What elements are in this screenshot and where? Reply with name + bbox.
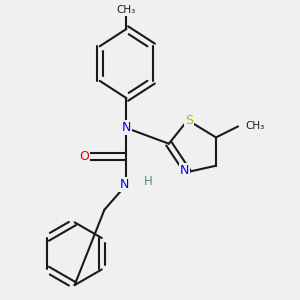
Text: O: O	[79, 150, 89, 163]
Text: S: S	[185, 114, 193, 127]
Text: N: N	[180, 164, 189, 177]
Text: CH₃: CH₃	[246, 122, 265, 131]
Text: H: H	[144, 175, 153, 188]
Text: N: N	[120, 178, 130, 191]
Text: CH₃: CH₃	[117, 5, 136, 15]
Text: N: N	[122, 122, 131, 134]
